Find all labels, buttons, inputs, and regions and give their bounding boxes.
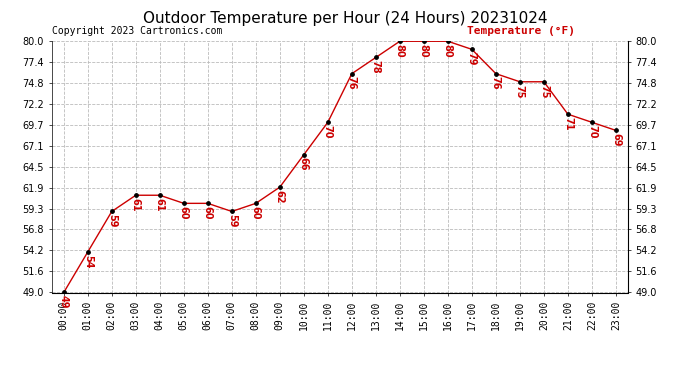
Text: 71: 71 <box>563 117 573 130</box>
Text: 80: 80 <box>395 44 405 58</box>
Text: Outdoor Temperature per Hour (24 Hours) 20231024: Outdoor Temperature per Hour (24 Hours) … <box>143 11 547 26</box>
Point <box>202 200 213 206</box>
Text: 75: 75 <box>539 84 549 98</box>
Text: 61: 61 <box>131 198 141 211</box>
Point <box>538 79 549 85</box>
Point <box>106 209 117 214</box>
Point <box>130 192 141 198</box>
Text: 70: 70 <box>587 125 597 139</box>
Text: 61: 61 <box>155 198 165 211</box>
Point <box>562 111 573 117</box>
Point <box>371 54 382 60</box>
Text: 54: 54 <box>83 255 92 268</box>
Text: 60: 60 <box>250 206 261 220</box>
Point <box>322 119 333 125</box>
Point <box>442 38 453 44</box>
Text: 66: 66 <box>299 158 309 171</box>
Text: 70: 70 <box>323 125 333 139</box>
Text: 76: 76 <box>347 76 357 90</box>
Point <box>298 152 309 158</box>
Point <box>275 184 286 190</box>
Point <box>58 290 69 296</box>
Text: 60: 60 <box>179 206 189 220</box>
Text: 59: 59 <box>227 214 237 228</box>
Point <box>178 200 189 206</box>
Text: 75: 75 <box>515 84 525 98</box>
Text: Temperature (°F): Temperature (°F) <box>466 26 575 36</box>
Point <box>418 38 429 44</box>
Point <box>394 38 405 44</box>
Point <box>514 79 525 85</box>
Text: 62: 62 <box>275 190 285 203</box>
Text: 80: 80 <box>419 44 429 58</box>
Point <box>226 209 237 214</box>
Text: 59: 59 <box>107 214 117 228</box>
Text: 76: 76 <box>491 76 501 90</box>
Text: 60: 60 <box>203 206 213 220</box>
Point <box>155 192 166 198</box>
Point <box>82 249 93 255</box>
Text: 49: 49 <box>59 295 69 309</box>
Text: 78: 78 <box>371 60 381 74</box>
Text: 79: 79 <box>467 52 477 66</box>
Point <box>466 46 477 53</box>
Text: 69: 69 <box>611 133 621 147</box>
Point <box>250 200 262 206</box>
Text: Copyright 2023 Cartronics.com: Copyright 2023 Cartronics.com <box>52 26 222 36</box>
Point <box>346 70 357 76</box>
Point <box>491 70 502 76</box>
Text: 80: 80 <box>443 44 453 58</box>
Point <box>611 128 622 134</box>
Point <box>586 119 598 125</box>
